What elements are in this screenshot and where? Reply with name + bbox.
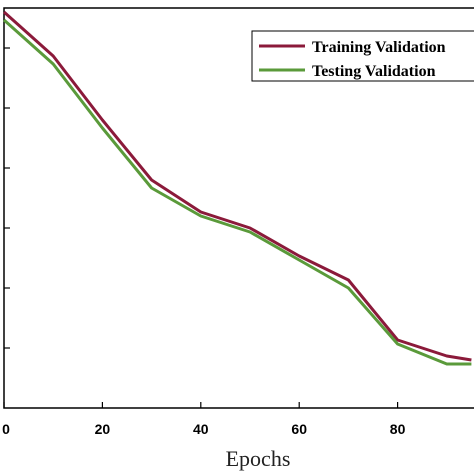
legend-label-training: Training Validation: [312, 39, 446, 56]
x-tick-label: 60: [291, 421, 307, 437]
legend: Training Validation Testing Validation: [251, 30, 474, 82]
legend-label-testing: Testing Validation: [312, 63, 436, 80]
x-tick-label: 20: [95, 421, 111, 437]
plot-frame: [3, 7, 474, 409]
y-axis-ticks: [4, 47, 10, 349]
x-axis-title: Epochs: [226, 446, 291, 471]
series-line-training: [3, 10, 472, 362]
x-tick-label: 0: [2, 421, 10, 437]
series-lines: [3, 10, 472, 366]
legend-box: [251, 30, 474, 82]
x-tick-label: 80: [390, 421, 406, 437]
series-line-testing: [3, 18, 472, 366]
x-tick-labels: 0 20 40 60 80: [2, 421, 405, 437]
plot-area: [3, 7, 474, 409]
x-axis-ticks: [3, 402, 399, 408]
x-tick-label: 40: [193, 421, 209, 437]
